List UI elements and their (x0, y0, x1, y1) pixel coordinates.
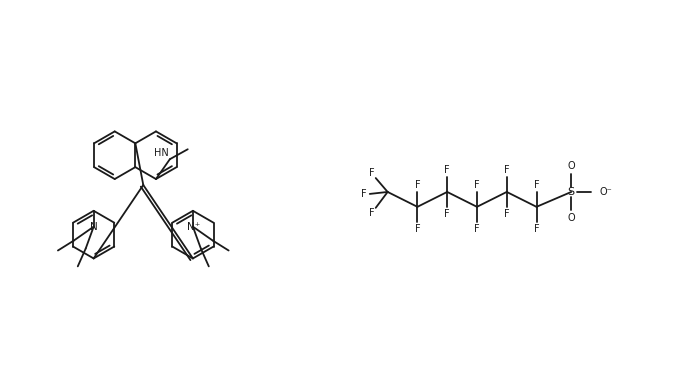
Text: F: F (369, 208, 375, 218)
Text: F: F (415, 180, 420, 190)
Text: HN: HN (154, 148, 169, 158)
Text: F: F (444, 209, 450, 219)
Text: O⁻: O⁻ (599, 187, 612, 197)
Text: F: F (534, 224, 539, 234)
Text: F: F (534, 180, 539, 190)
Text: F: F (361, 189, 367, 199)
Text: N: N (90, 222, 97, 232)
Text: F: F (504, 209, 509, 219)
Text: S: S (568, 187, 575, 197)
Text: N⁺: N⁺ (187, 222, 201, 232)
Text: F: F (474, 224, 480, 234)
Text: F: F (415, 224, 420, 234)
Text: O: O (567, 161, 575, 171)
Text: F: F (369, 168, 375, 178)
Text: F: F (474, 180, 480, 190)
Text: F: F (444, 165, 450, 175)
Text: O: O (567, 213, 575, 223)
Text: F: F (504, 165, 509, 175)
